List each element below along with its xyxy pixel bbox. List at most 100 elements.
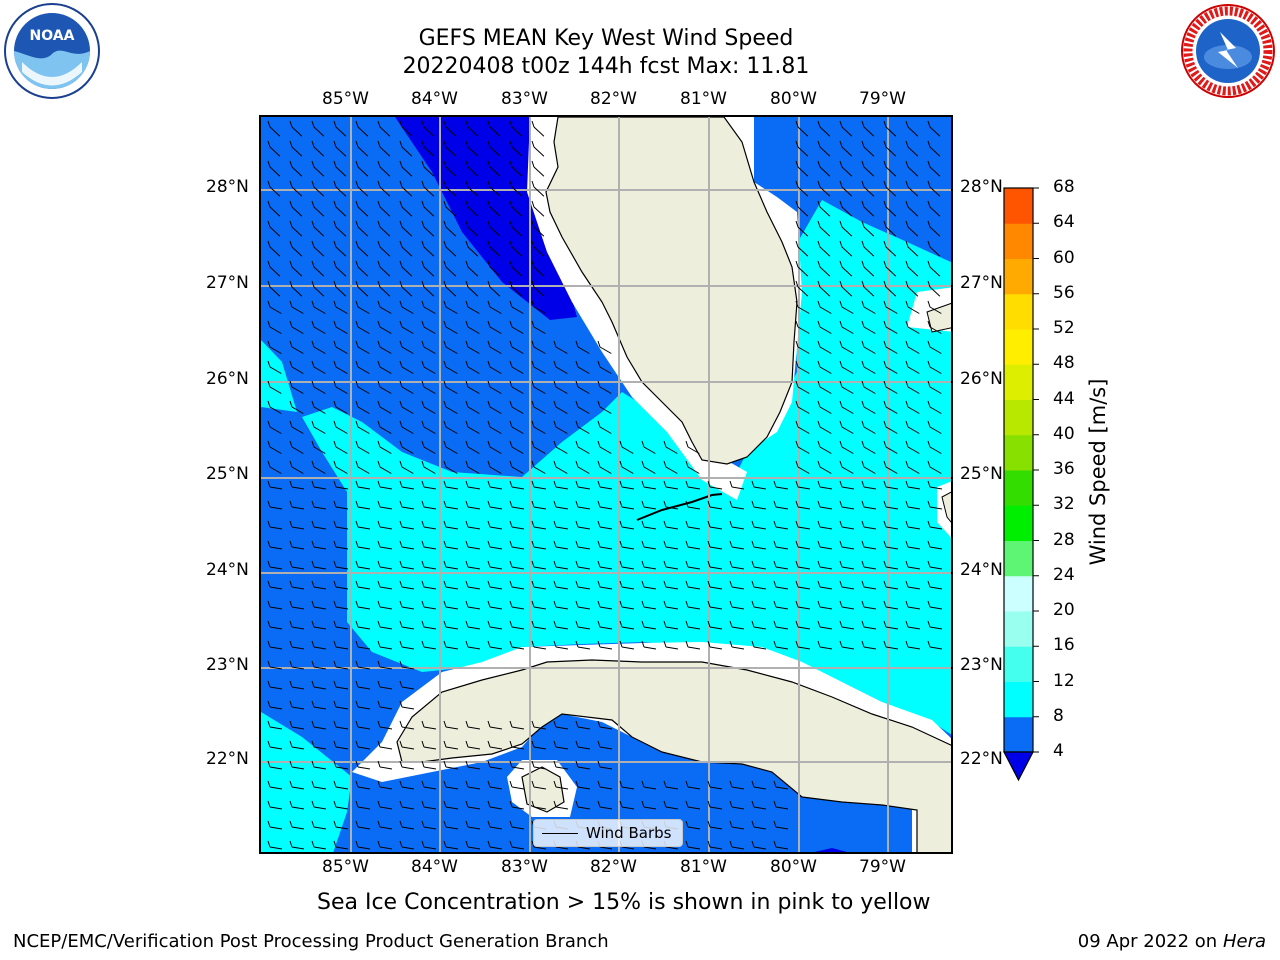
wind-barb	[465, 340, 480, 354]
lon-label: 85°W	[322, 89, 369, 109]
wind-barb	[927, 420, 942, 434]
wind-barb	[685, 460, 700, 474]
wind-barb	[861, 220, 875, 237]
wind-barb	[377, 380, 392, 394]
wind-barb	[465, 280, 479, 297]
wind-barb	[861, 520, 877, 530]
wind-barb	[465, 740, 481, 750]
wind-barb	[267, 780, 283, 790]
wind-barb	[487, 120, 501, 137]
wind-barb	[487, 380, 502, 394]
wind-barb	[487, 640, 503, 650]
wind-barb	[355, 300, 370, 314]
colorbar-segment	[1004, 611, 1033, 647]
wind-barb	[487, 760, 503, 770]
wind-barb	[421, 740, 437, 750]
wind-barb	[399, 740, 415, 750]
wind-barb	[883, 220, 897, 237]
wind-barb	[443, 780, 459, 790]
wind-barb	[421, 600, 437, 610]
wind-barb	[377, 240, 391, 257]
wind-barb	[619, 560, 635, 570]
wind-barb	[377, 500, 393, 510]
wind-barb	[839, 560, 855, 570]
wind-barb	[487, 820, 503, 830]
wind-barb	[619, 440, 634, 454]
wind-barb	[509, 720, 525, 730]
wind-barb	[641, 640, 657, 650]
wind-barb	[839, 200, 853, 217]
wind-barb	[443, 620, 459, 630]
lat-label: 27°N	[206, 273, 249, 293]
colorbar-tick-label: 4	[1053, 741, 1064, 761]
wind-barb	[575, 580, 591, 590]
wind-barb	[795, 440, 810, 454]
wind-barb	[355, 260, 369, 277]
wind-barb	[817, 200, 831, 217]
wind-barb	[355, 320, 370, 334]
wind-barb	[465, 120, 479, 137]
wind-barb	[399, 460, 414, 474]
wind-barb	[509, 740, 525, 750]
wind-barb	[333, 640, 349, 650]
wind-barb	[399, 120, 413, 137]
wind-barb	[421, 120, 435, 137]
wind-barb	[311, 780, 327, 790]
wind-barb	[421, 380, 436, 394]
colorbar-segment	[1004, 646, 1033, 682]
wind-barb	[729, 800, 745, 810]
wind-barb	[817, 140, 831, 157]
wind-barb	[267, 240, 281, 257]
wind-barb	[707, 540, 723, 550]
wind-barb	[267, 740, 283, 750]
wind-barb	[487, 720, 503, 730]
wind-barb	[267, 480, 283, 490]
wind-barb	[443, 380, 458, 394]
wind-barb	[861, 360, 876, 374]
wind-barb	[399, 560, 415, 570]
wind-barb	[861, 560, 877, 570]
wind-barb	[289, 720, 305, 730]
wind-barb	[311, 160, 325, 177]
wind-barb	[443, 540, 459, 550]
wind-barb	[289, 580, 305, 590]
wind-barb	[377, 640, 393, 650]
wind-barb	[839, 460, 854, 474]
wind-barb	[487, 460, 502, 474]
wind-barb	[905, 580, 921, 590]
wind-barb	[509, 560, 525, 570]
colorbar-segment	[1004, 716, 1033, 753]
wind-barb	[707, 800, 723, 810]
wind-barb	[465, 440, 480, 454]
wind-barb	[707, 580, 723, 590]
wind-barb	[465, 640, 481, 650]
wind-barb	[795, 520, 811, 530]
wind-barb	[905, 520, 921, 530]
wind-barb	[685, 480, 701, 490]
lat-label: 24°N	[960, 560, 1003, 580]
lon-label: 84°W	[411, 89, 458, 109]
wind-barb	[861, 620, 877, 630]
wind-barb	[927, 540, 943, 550]
wind-barb	[619, 480, 635, 490]
wind-barb	[619, 640, 635, 650]
wind-barb	[399, 680, 415, 690]
wind-barb	[839, 360, 854, 374]
wind-barb	[421, 300, 436, 314]
wind-barb	[905, 480, 921, 490]
wind-barb	[883, 360, 898, 374]
wind-barb	[487, 280, 501, 297]
wind-speed-map[interactable]: Wind Barbs	[259, 115, 953, 854]
wind-barb	[795, 140, 809, 157]
wind-barb	[377, 140, 391, 157]
wind-barb	[443, 420, 458, 434]
wind-barb	[883, 520, 899, 530]
wind-barb	[531, 160, 545, 177]
colorbar-tick-label: 64	[1053, 212, 1075, 233]
wind-barb	[355, 460, 370, 474]
wind-barb	[531, 760, 547, 770]
wind-barb	[861, 580, 877, 590]
wind-barb	[663, 580, 679, 590]
wind-barb	[289, 300, 304, 314]
wind-barb	[509, 220, 523, 237]
